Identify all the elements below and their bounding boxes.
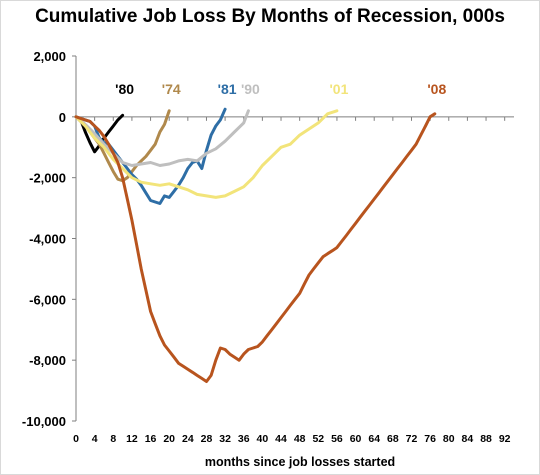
x-tick-label: 8	[110, 433, 116, 445]
x-tick-label: 44	[275, 433, 287, 445]
x-tick-label: 76	[424, 433, 436, 445]
y-tick-label: -6,000	[29, 292, 66, 307]
y-tick-label: 2,000	[33, 49, 66, 64]
x-tick-label: 0	[73, 433, 79, 445]
y-tick-label: -8,000	[29, 353, 66, 368]
y-tick-label: -4,000	[29, 232, 66, 247]
y-axis-ticks: 2,000 0 -2,000 -4,000 -6,000 -8,000 -10,000	[22, 49, 76, 429]
x-tick-label: 4	[92, 433, 98, 445]
x-tick-label: 32	[219, 433, 231, 445]
series-label: '74	[162, 81, 181, 97]
series-labels: '80 '74 '81'90 '01 '08	[115, 81, 446, 97]
x-tick-label: 88	[480, 433, 492, 445]
series-line	[74, 112, 437, 383]
x-tick-label: 36	[238, 433, 250, 445]
x-tick-label: 12	[126, 433, 138, 445]
series-label: '81	[218, 81, 237, 97]
x-tick-label: 80	[443, 433, 455, 445]
x-tick-label: 84	[462, 433, 474, 445]
x-tick-label: 64	[368, 433, 380, 445]
y-tick-label: -10,000	[22, 414, 66, 429]
x-axis-label: months since job losses started	[204, 455, 396, 469]
x-axis-ticks: 0 4 8 12 16 20 24 28 32 36 40 44 48 52 56 60 64 68 72 76 80 8…	[73, 116, 511, 445]
series-lines	[74, 107, 437, 383]
x-tick-label: 40	[257, 433, 269, 445]
x-tick-label: 72	[406, 433, 418, 445]
x-tick-label: 60	[350, 433, 362, 445]
series-label: '90	[241, 81, 260, 97]
x-tick-label: 24	[182, 433, 194, 445]
x-tick-label: 92	[499, 433, 511, 445]
chart-title: Cumulative Job Loss By Months of Recessi…	[35, 6, 505, 27]
x-tick-label: 56	[331, 433, 343, 445]
x-tick-label: 48	[294, 433, 306, 445]
x-tick-label: 52	[312, 433, 324, 445]
series-label: '01	[329, 81, 348, 97]
series-label: '08	[427, 81, 446, 97]
x-tick-label: 20	[163, 433, 175, 445]
y-tick-label: 0	[59, 110, 66, 125]
series-label: '80	[115, 81, 134, 97]
x-tick-label: 28	[201, 433, 213, 445]
y-tick-label: -2,000	[29, 171, 66, 186]
x-tick-label: 68	[387, 433, 399, 445]
series-line	[74, 109, 250, 167]
x-tick-label: 16	[145, 433, 157, 445]
